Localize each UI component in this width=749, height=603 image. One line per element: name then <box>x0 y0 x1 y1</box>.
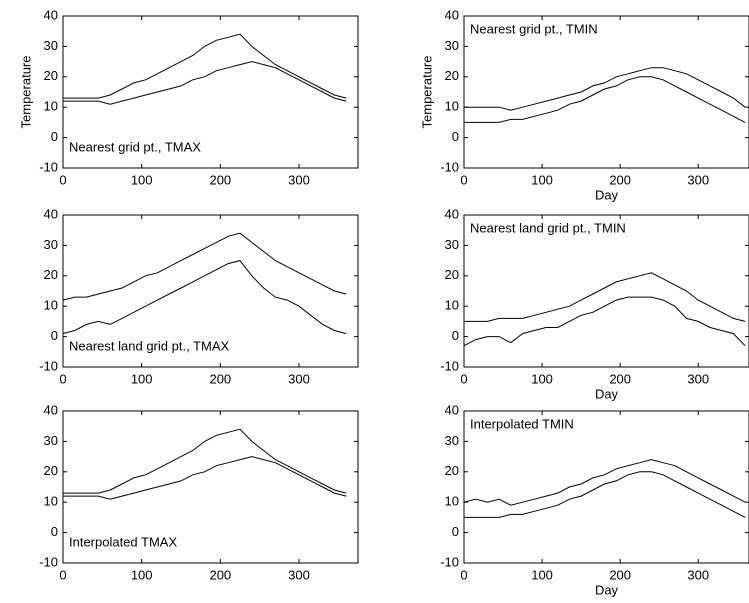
y-tick-label: 20 <box>445 267 459 282</box>
data-line <box>464 76 746 123</box>
x-tick-label: 100 <box>531 172 553 187</box>
axes-box <box>463 15 749 169</box>
y-tick-label: 40 <box>44 206 58 221</box>
axes-box <box>62 15 359 169</box>
axes-box <box>62 410 359 564</box>
x-tick-label: 200 <box>609 567 631 582</box>
y-tick-label: 30 <box>445 433 459 448</box>
y-tick-label: 10 <box>445 494 459 509</box>
data-line <box>63 61 347 105</box>
x-tick-label: 100 <box>131 567 153 582</box>
x-tick-label: 0 <box>460 371 467 386</box>
y-tick-label: 10 <box>44 494 58 509</box>
data-line <box>63 33 347 99</box>
y-tick-label: 10 <box>44 298 58 313</box>
x-axis-label: Day <box>595 386 619 401</box>
x-tick-label: 0 <box>460 567 467 582</box>
y-tick-label: 20 <box>44 267 58 282</box>
axes-box <box>463 410 749 564</box>
x-tick-label: 200 <box>209 567 231 582</box>
y-tick-label: 10 <box>44 99 58 114</box>
x-tick-label: 0 <box>59 567 66 582</box>
y-tick-label: 20 <box>44 463 58 478</box>
y-tick-label: -10 <box>440 554 459 569</box>
data-line <box>464 272 746 322</box>
y-tick-label: 30 <box>445 237 459 252</box>
data-line <box>63 428 347 494</box>
y-tick-label: 40 <box>44 7 58 22</box>
y-tick-label: 30 <box>44 433 58 448</box>
annotation: Nearest grid pt., TMAX <box>69 139 201 154</box>
y-tick-label: -10 <box>39 159 58 174</box>
x-axis-label: Day <box>595 582 619 597</box>
y-tick-label: 40 <box>445 7 459 22</box>
y-tick-label: 40 <box>44 402 58 417</box>
data-line <box>62 232 347 301</box>
axes-box <box>463 214 749 368</box>
y-tick-label: 30 <box>44 237 58 252</box>
annotation: Interpolated TMIN <box>470 416 574 431</box>
x-tick-label: 200 <box>209 371 231 386</box>
y-tick-label: -10 <box>39 554 58 569</box>
data-line <box>464 471 746 518</box>
y-tick-label: 0 <box>452 524 459 539</box>
y-axis-label: Temperature <box>18 56 33 129</box>
data-line <box>63 456 347 500</box>
x-tick-label: 300 <box>288 567 310 582</box>
y-tick-label: -10 <box>440 159 459 174</box>
y-tick-label: -10 <box>440 358 459 373</box>
x-tick-label: 200 <box>209 172 231 187</box>
y-tick-label: 20 <box>445 463 459 478</box>
x-tick-label: 0 <box>59 371 66 386</box>
x-tick-label: 200 <box>609 371 631 386</box>
y-tick-label: 30 <box>44 38 58 53</box>
x-tick-label: 200 <box>609 172 631 187</box>
x-tick-label: 0 <box>460 172 467 187</box>
y-tick-label: 20 <box>44 68 58 83</box>
x-tick-label: 100 <box>531 567 553 582</box>
y-tick-label: 40 <box>445 206 459 221</box>
x-tick-label: 100 <box>531 371 553 386</box>
x-tick-label: 100 <box>131 172 153 187</box>
y-axis-label: Temperature <box>419 56 434 129</box>
y-tick-label: 0 <box>51 328 58 343</box>
x-tick-label: 300 <box>288 371 310 386</box>
y-tick-label: 0 <box>51 129 58 144</box>
y-tick-label: 10 <box>445 99 459 114</box>
y-tick-label: 0 <box>51 524 58 539</box>
y-tick-label: 10 <box>445 298 459 313</box>
data-line <box>464 67 746 111</box>
x-tick-label: 0 <box>59 172 66 187</box>
x-axis-label: Day <box>595 187 619 202</box>
x-tick-label: 300 <box>687 567 709 582</box>
data-line <box>62 260 347 335</box>
data-line <box>463 459 746 506</box>
y-tick-label: 20 <box>445 68 459 83</box>
annotation: Interpolated TMAX <box>69 534 177 549</box>
y-tick-label: -10 <box>39 358 58 373</box>
x-tick-label: 300 <box>687 371 709 386</box>
y-tick-label: 0 <box>452 129 459 144</box>
x-tick-label: 300 <box>288 172 310 187</box>
x-tick-label: 300 <box>687 172 709 187</box>
axes-box <box>62 214 359 368</box>
annotation: Nearest land grid pt., TMAX <box>69 338 229 353</box>
y-tick-label: 0 <box>452 328 459 343</box>
data-line <box>463 296 746 347</box>
y-tick-label: 30 <box>445 38 459 53</box>
annotation: Nearest grid pt., TMIN <box>470 21 598 36</box>
annotation: Nearest land grid pt., TMIN <box>470 220 626 235</box>
y-tick-label: 40 <box>445 402 459 417</box>
x-tick-label: 100 <box>131 371 153 386</box>
